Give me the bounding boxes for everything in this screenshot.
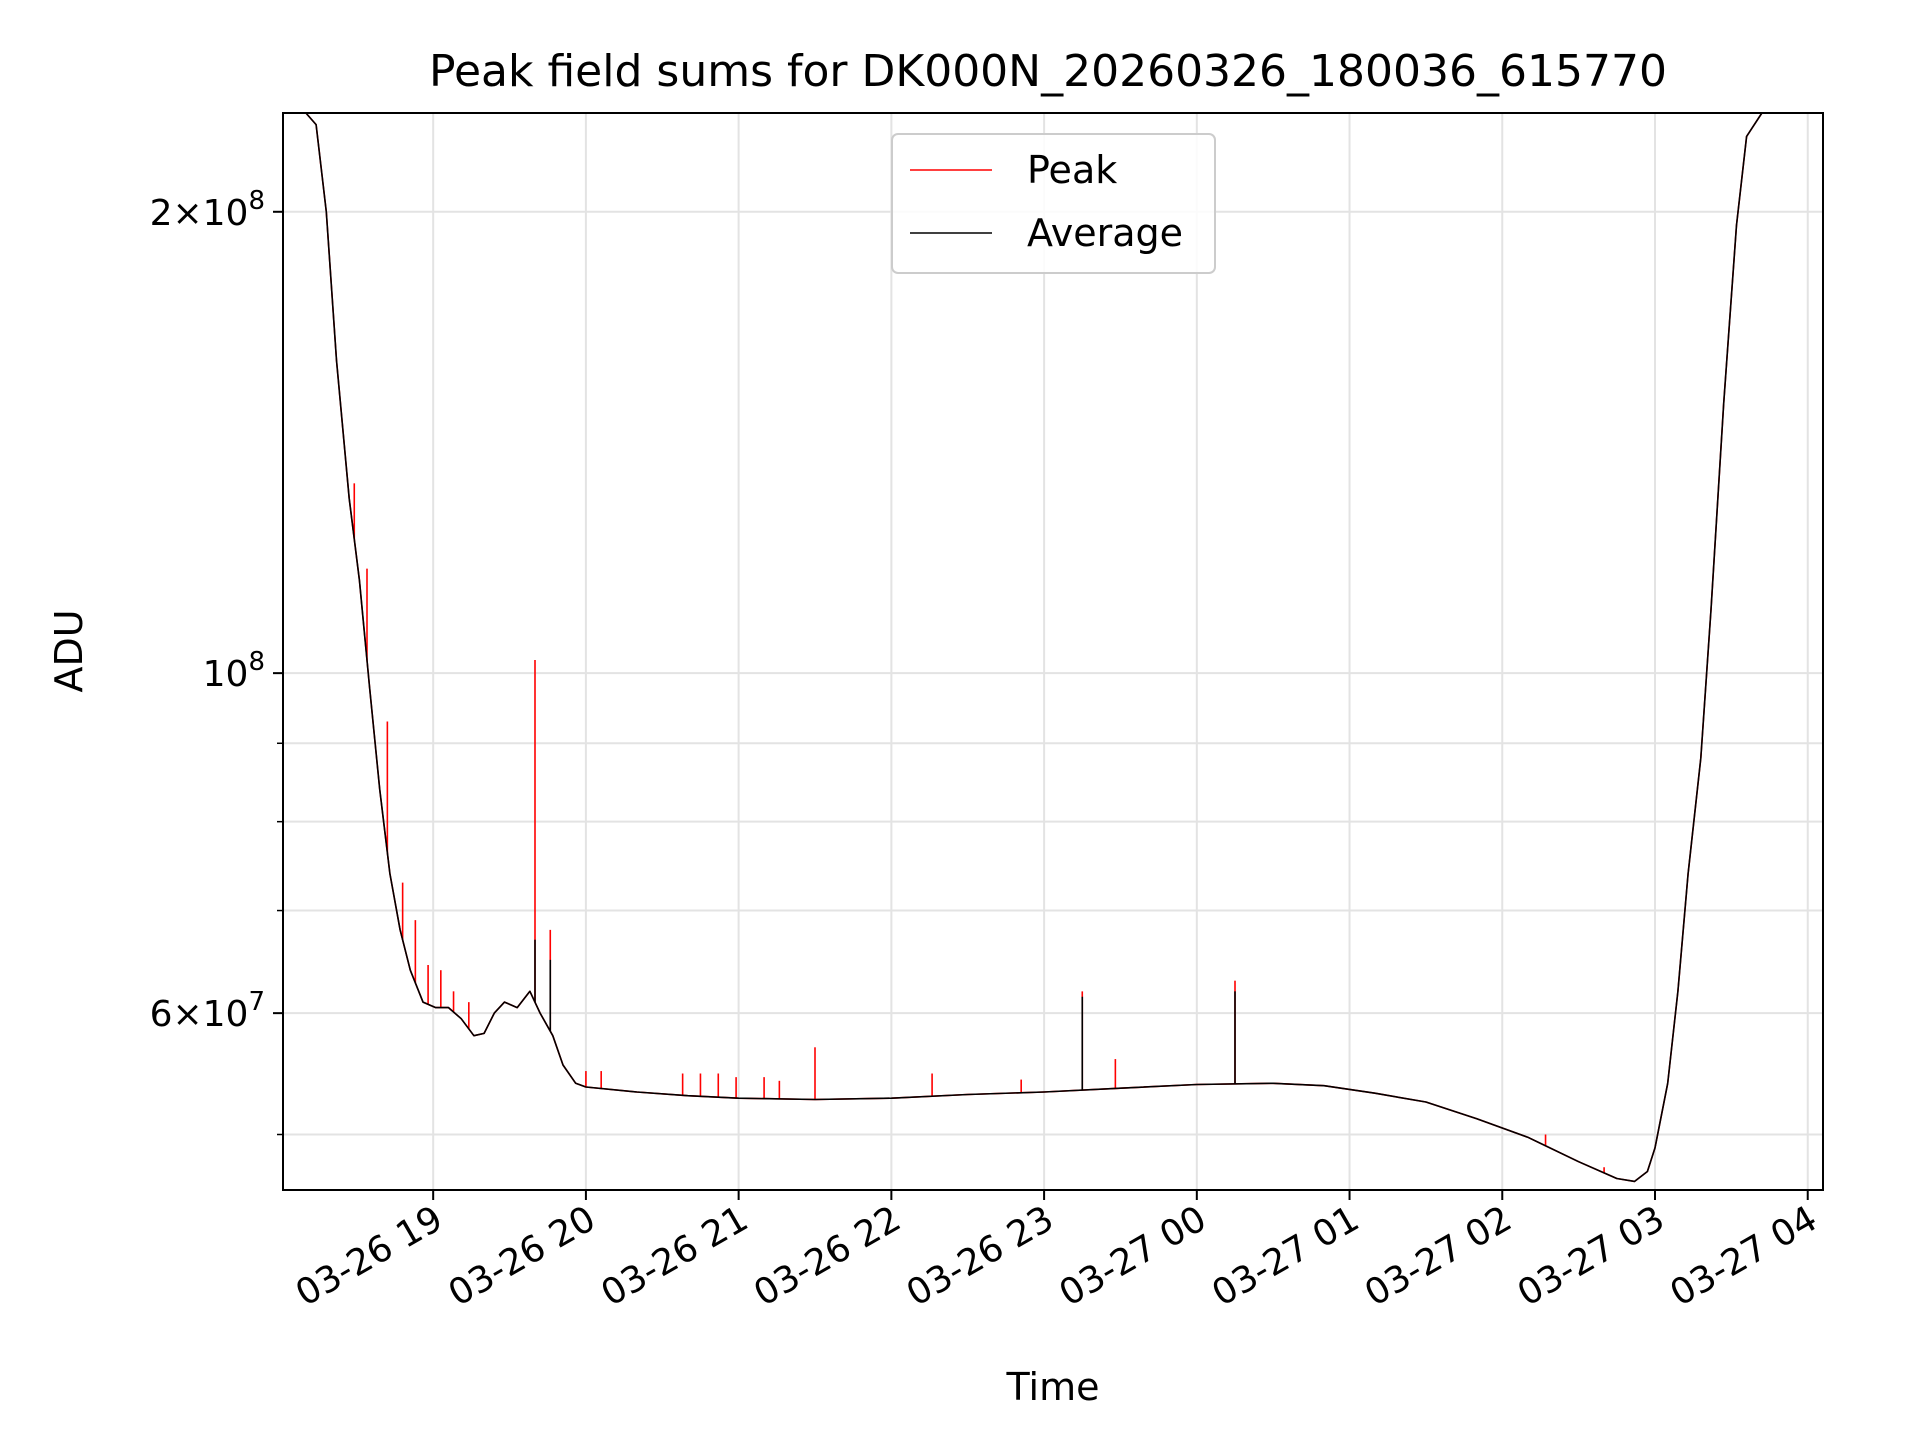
y-tick-label: 6×107: [150, 987, 265, 1035]
y-tick-label: 2×108: [150, 186, 265, 234]
legend-label-average: Average: [1027, 211, 1183, 255]
y-axis: 2×108 108 6×107: [150, 186, 283, 1136]
y-axis-label: ADU: [47, 609, 91, 692]
plot-area: [283, 113, 1823, 1190]
legend: Peak Average: [891, 133, 1216, 274]
legend-box: [891, 133, 1216, 274]
data-layer: [283, 112, 1823, 1183]
y-tick-label: 108: [203, 647, 265, 695]
series-line-average: [283, 112, 1823, 1183]
plot-frame: [282, 112, 1824, 1191]
legend-label-peak: Peak: [1027, 148, 1117, 192]
chart-title: Peak field sums for DK000N_20260326_1800…: [429, 46, 1667, 97]
x-axis-label: Time: [1006, 1365, 1100, 1409]
